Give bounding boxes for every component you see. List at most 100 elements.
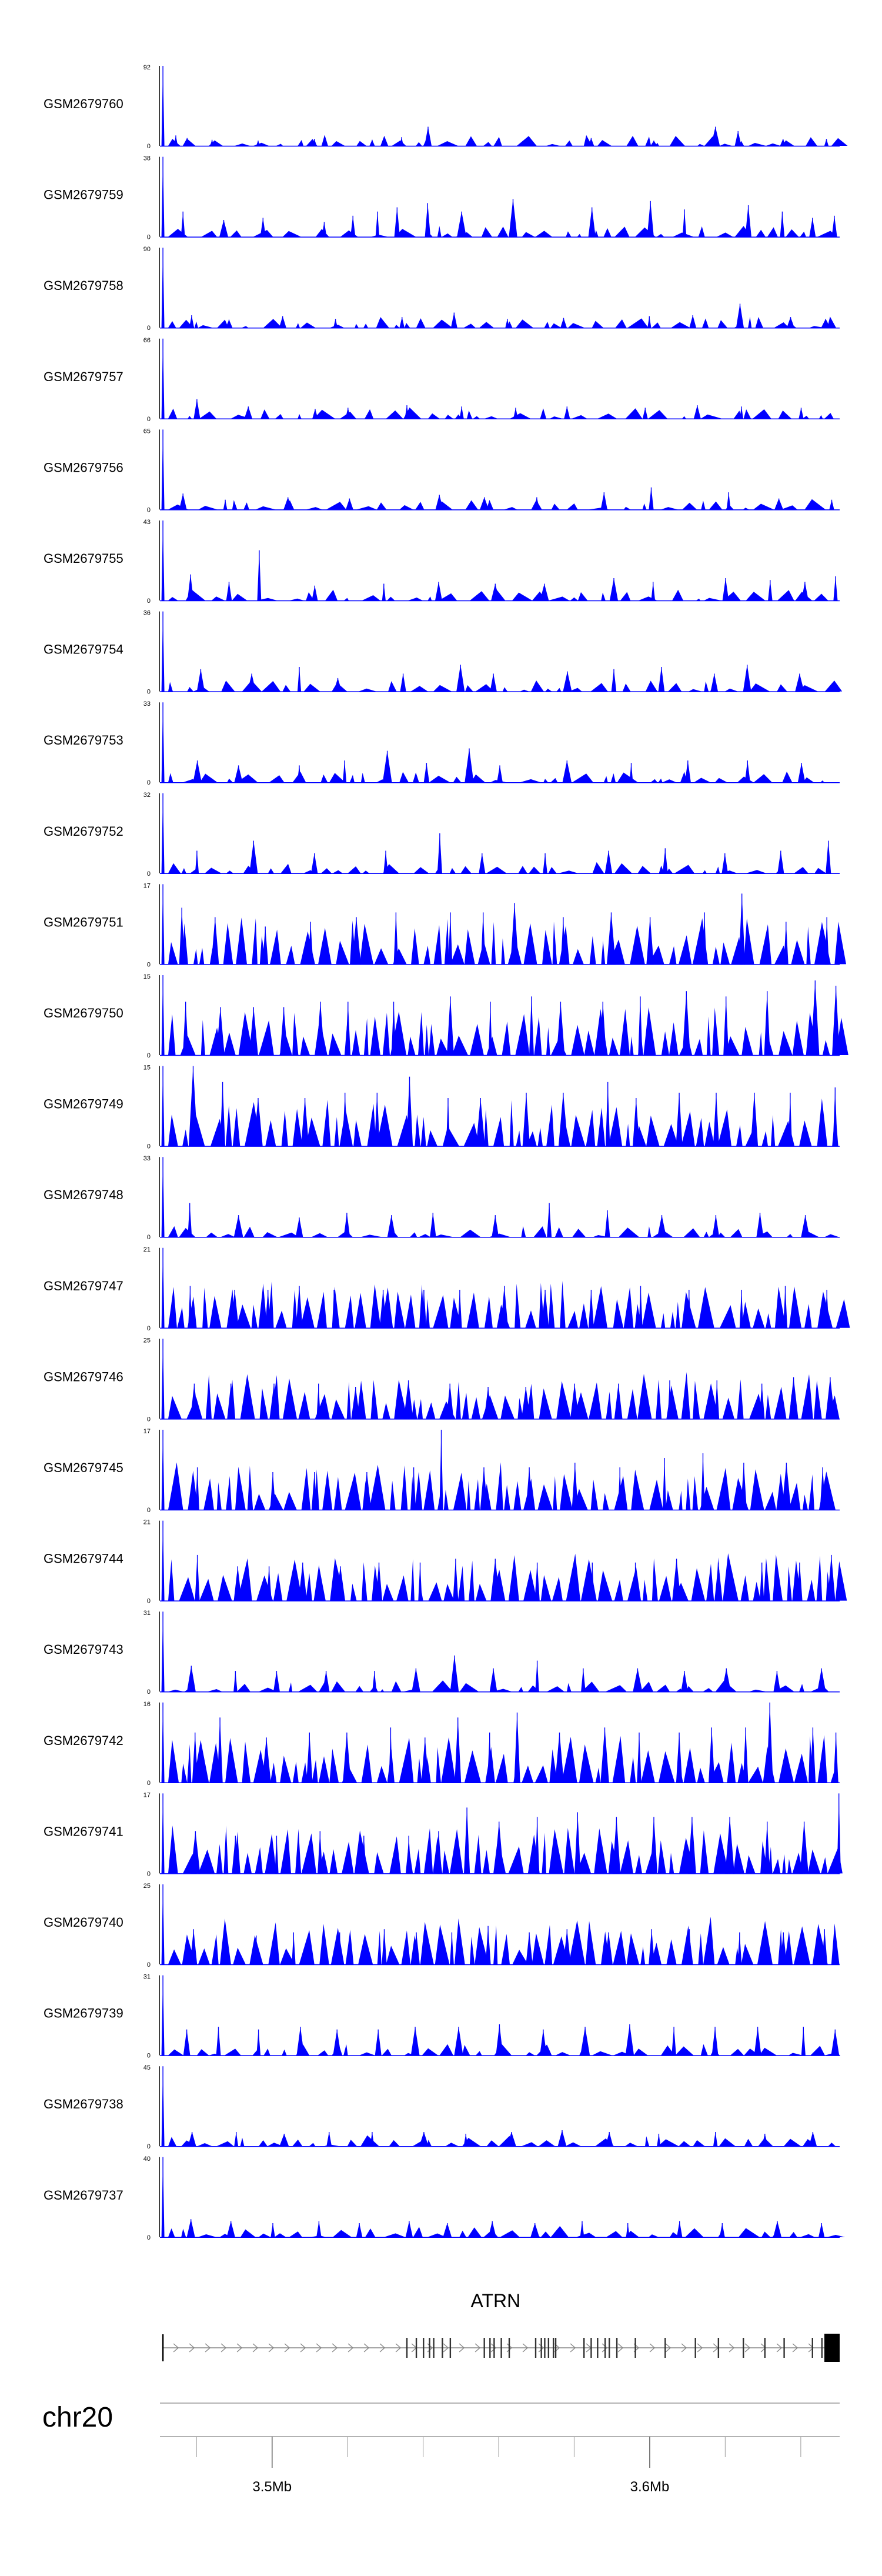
track-label: GSM2679752 <box>44 824 123 839</box>
gene-exon <box>534 2338 537 2358</box>
strand-arrow <box>475 2343 481 2353</box>
track-ymax-label: 21 <box>143 1246 151 1253</box>
track-label: GSM2679754 <box>44 642 123 657</box>
track-label: GSM2679742 <box>44 1733 123 1748</box>
track-GSM2679737: GSM2679737 40 0 <box>44 2155 846 2241</box>
strand-arrow <box>236 2343 243 2353</box>
gene-model: ATRN <box>162 2290 840 2362</box>
track-signal-background <box>168 1007 848 1055</box>
strand-arrow <box>760 2343 767 2353</box>
track-GSM2679758: GSM2679758 90 0 <box>44 246 840 332</box>
track-label: GSM2679741 <box>44 1824 123 1838</box>
strand-arrow <box>792 2343 799 2353</box>
gene-exon <box>597 2338 599 2358</box>
strand-arrow <box>205 2343 211 2353</box>
track-ymax-label: 15 <box>143 973 151 980</box>
strand-arrow <box>570 2343 576 2353</box>
track-GSM2679748: GSM2679748 33 0 <box>44 1155 840 1241</box>
track-GSM2679753: GSM2679753 33 0 <box>44 700 840 786</box>
strand-arrow <box>316 2343 322 2353</box>
strand-arrow <box>189 2343 195 2353</box>
track-label: GSM2679748 <box>44 1187 123 1202</box>
track-label: GSM2679758 <box>44 278 123 293</box>
track-signal-background <box>168 1916 840 1964</box>
track-label: GSM2679747 <box>44 1279 123 1293</box>
track-signal-background <box>168 499 826 510</box>
track-GSM2679755: GSM2679755 43 0 <box>44 519 840 605</box>
gene-exon <box>406 2338 408 2358</box>
track-ymax-label: 15 <box>143 1065 151 1072</box>
strand-arrow <box>459 2343 465 2353</box>
track-label: GSM2679739 <box>44 2006 123 2021</box>
strand-arrow <box>395 2343 402 2353</box>
track-signal-background <box>168 226 838 237</box>
gene-exon <box>664 2338 666 2358</box>
gene-exon <box>743 2338 744 2358</box>
track-label: GSM2679740 <box>44 1915 123 1930</box>
track-ymax-label: 16 <box>143 1701 151 1708</box>
track-GSM2679757: GSM2679757 66 0 <box>44 337 840 423</box>
track-ymin-label: 0 <box>147 961 151 968</box>
track-ymax-label: 33 <box>143 700 151 708</box>
track-ymin-label: 0 <box>147 598 151 605</box>
track-GSM2679749: GSM2679749 15 0 <box>44 1065 840 1150</box>
track-GSM2679760: GSM2679760 92 0 <box>44 64 848 150</box>
gene-exon <box>717 2338 720 2358</box>
strand-arrow <box>284 2343 290 2353</box>
strand-arrow <box>379 2343 386 2353</box>
track-ymin-label: 0 <box>147 416 151 423</box>
gene-exon <box>162 2334 164 2361</box>
track-ymax-label: 31 <box>143 1610 151 1617</box>
track-GSM2679742: GSM2679742 16 0 <box>44 1701 840 1787</box>
track-label: GSM2679760 <box>44 96 123 111</box>
track-signal-background <box>168 1372 840 1419</box>
track-ymax-label: 66 <box>143 337 151 344</box>
track-signal-background <box>168 1825 843 1874</box>
strand-arrow <box>649 2343 656 2353</box>
strand-arrow <box>729 2343 735 2353</box>
gene-exon <box>764 2338 766 2358</box>
gene-exon <box>508 2338 510 2358</box>
track-ymax-label: 45 <box>143 2064 151 2071</box>
gene-exon <box>783 2338 785 2358</box>
track-signal-background <box>168 407 834 419</box>
gene-exon <box>609 2338 610 2358</box>
strand-arrow <box>617 2343 624 2353</box>
track-GSM2679750: GSM2679750 15 0 <box>44 973 848 1059</box>
track-ymin-label: 0 <box>147 234 151 241</box>
track-ymax-label: 92 <box>143 64 151 71</box>
gene-exon <box>811 2338 813 2358</box>
strand-arrow <box>602 2343 608 2353</box>
track-label: GSM2679746 <box>44 1369 123 1384</box>
gene-exon <box>500 2338 502 2358</box>
strand-arrow <box>173 2343 179 2353</box>
track-label: GSM2679744 <box>44 1551 123 1566</box>
strand-arrow <box>808 2343 814 2353</box>
track-ymax-label: 25 <box>143 1883 151 1890</box>
strand-arrow <box>443 2343 449 2353</box>
track-ymax-label: 43 <box>143 519 151 526</box>
gene-exon <box>552 2338 554 2358</box>
track-ymin-label: 0 <box>147 1780 151 1787</box>
track-GSM2679746: GSM2679746 25 0 <box>44 1337 840 1423</box>
track-ymax-label: 38 <box>143 155 151 162</box>
gene-exon <box>415 2338 417 2358</box>
gene-exon <box>616 2338 618 2358</box>
track-GSM2679745: GSM2679745 17 0 <box>44 1428 840 1514</box>
gene-exon <box>583 2338 585 2358</box>
track-GSM2679740: GSM2679740 25 0 <box>44 1883 840 1968</box>
strand-arrow <box>220 2343 227 2353</box>
track-ymin-label: 0 <box>147 1143 151 1150</box>
track-ymax-label: 25 <box>143 1337 151 1344</box>
track-ymin-label: 0 <box>147 870 151 877</box>
gene-exon <box>442 2338 443 2358</box>
track-signal-background <box>168 680 843 692</box>
gene-exon <box>423 2338 425 2358</box>
strand-arrow <box>744 2343 751 2353</box>
strand-arrow <box>697 2343 703 2353</box>
axis-tick-label: 3.5Mb <box>252 2479 292 2495</box>
track-ymax-label: 90 <box>143 246 151 253</box>
gene-exon <box>429 2338 430 2358</box>
gene-3utr-block <box>824 2334 840 2362</box>
